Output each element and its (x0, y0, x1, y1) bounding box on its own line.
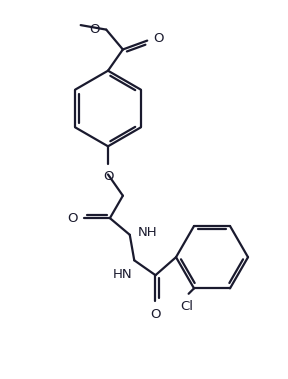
Text: NH: NH (138, 227, 157, 240)
Text: O: O (67, 211, 77, 225)
Text: O: O (103, 170, 113, 183)
Text: O: O (154, 32, 164, 45)
Text: HN: HN (113, 268, 132, 281)
Text: O: O (150, 308, 161, 321)
Text: Cl: Cl (180, 300, 193, 313)
Text: O: O (89, 23, 100, 36)
